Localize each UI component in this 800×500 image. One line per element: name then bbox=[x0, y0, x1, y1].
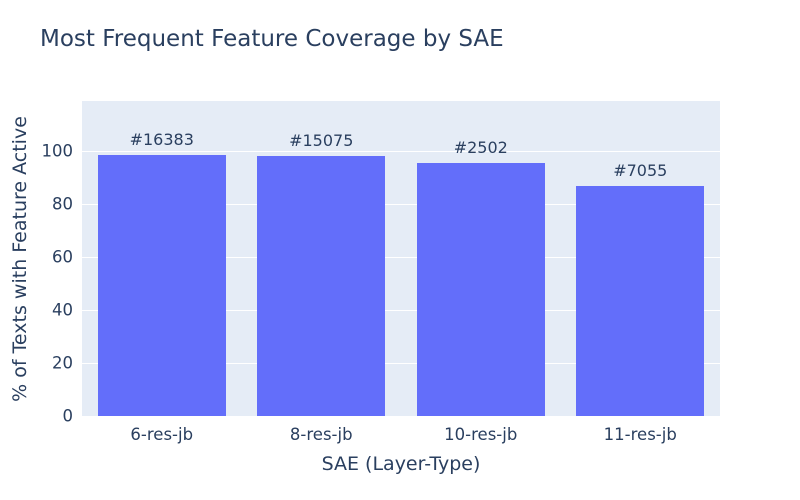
gridline bbox=[82, 363, 720, 365]
y-tick-label: 0 bbox=[62, 406, 74, 426]
bar bbox=[257, 155, 386, 416]
y-tick-label: 60 bbox=[52, 247, 73, 267]
y-tick-label: 80 bbox=[52, 194, 73, 214]
gridline bbox=[82, 204, 720, 206]
y-tick-label: 40 bbox=[52, 300, 73, 320]
bar-value-label: #7055 bbox=[613, 160, 668, 180]
plot-area: 0 20 40 60 80 100 #16383 6-res-jb #15075 8-res-jb… bbox=[42, 101, 720, 444]
gridline bbox=[82, 310, 720, 312]
y-axis-title: % of Texts with Feature Active bbox=[9, 115, 31, 402]
gridline bbox=[82, 257, 720, 259]
x-tick-label: 6-res-jb bbox=[130, 425, 194, 444]
x-axis-title: SAE (Layer-Type) bbox=[321, 453, 481, 475]
bar-value-label: #15075 bbox=[289, 130, 354, 150]
x-tick-label: 10-res-jb bbox=[444, 425, 518, 444]
x-tick-label: 11-res-jb bbox=[603, 425, 677, 444]
bar-value-label: #2502 bbox=[453, 138, 508, 158]
bar bbox=[416, 163, 545, 416]
bar-value-label: #16383 bbox=[129, 130, 194, 149]
gridline bbox=[82, 151, 720, 153]
x-tick-label: 8-res-jb bbox=[289, 425, 353, 444]
y-tick-label: 100 bbox=[41, 141, 74, 161]
y-axis-title-wrap: % of Texts with Feature Active bbox=[2, 101, 38, 416]
chart-title: Most Frequent Feature Coverage by SAE bbox=[40, 26, 504, 52]
bar bbox=[576, 185, 705, 416]
y-tick-label: 20 bbox=[52, 353, 73, 373]
bar bbox=[97, 155, 226, 416]
